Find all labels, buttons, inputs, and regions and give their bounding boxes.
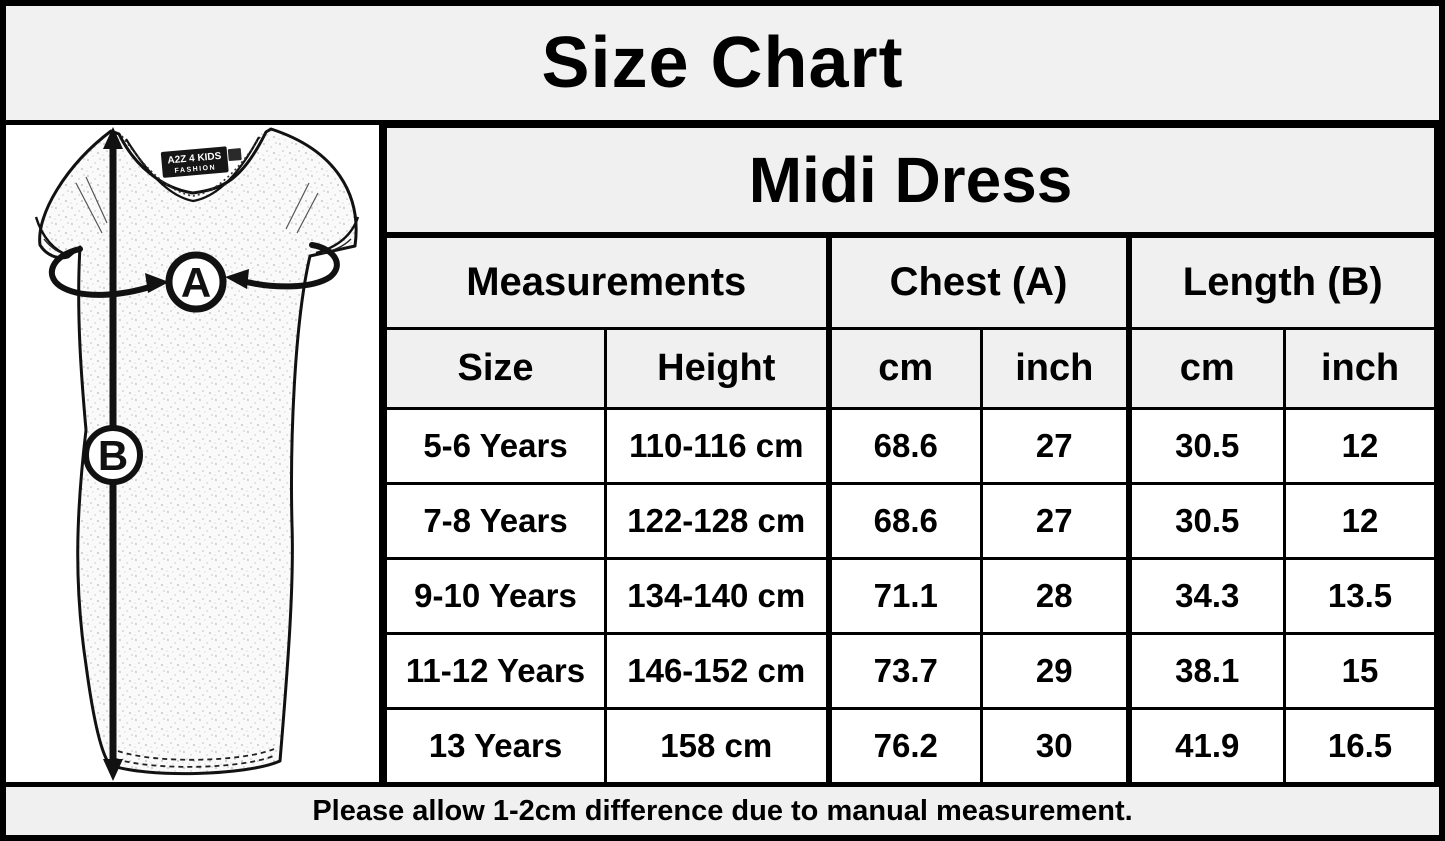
subheader-chest-cm: cm [825,327,983,410]
cell-chest-inch: 27 [980,482,1130,560]
header-chest: Chest (A) [825,233,1130,330]
neck-tag-line2: FASHION [174,164,216,175]
cell-size: 5-6 Years [384,407,607,485]
cell-chest-inch: 27 [980,407,1130,485]
product-header: Midi Dress [383,125,1438,238]
chest-arrow-icon: A [48,242,340,313]
subheader-chest-inch: inch [980,327,1130,410]
table-row: 9-10 Years 134-140 cm 71.1 28 34.3 13.5 [384,557,1438,635]
label-b: B [98,432,128,479]
cell-size: 9-10 Years [384,557,607,635]
table-row: 5-6 Years 110-116 cm 68.6 27 30.5 12 [384,407,1438,485]
subheader-length-cm: cm [1125,327,1286,410]
cell-height: 158 cm [604,707,830,785]
subheader-size: Size [384,327,607,410]
cell-length-inch: 12 [1282,482,1438,560]
footer-note: Please allow 1-2cm difference due to man… [6,787,1439,835]
cell-height: 146-152 cm [604,632,830,710]
cell-height: 110-116 cm [604,407,830,485]
cell-length-inch: 15 [1282,632,1438,710]
cell-size: 13 Years [384,707,607,785]
dress-panel: A2Z 4 KIDS FASHION B [6,125,384,782]
cell-length-cm: 38.1 [1125,632,1286,710]
table-row: 7-8 Years 122-128 cm 68.6 27 30.5 12 [384,482,1438,560]
main-area: A2Z 4 KIDS FASHION B [6,125,1439,785]
dress-illustration: A2Z 4 KIDS FASHION B [34,127,360,781]
header-length: Length (B) [1125,233,1438,330]
cell-chest-cm: 68.6 [825,482,983,560]
table-row: 13 Years 158 cm 76.2 30 41.9 16.5 [384,707,1438,785]
cell-chest-inch: 30 [980,707,1130,785]
cell-length-inch: 12 [1282,407,1438,485]
cell-height: 122-128 cm [604,482,830,560]
page-title: Size Chart [6,6,1439,120]
length-arrow-icon: B [83,127,143,781]
label-a: A [181,259,211,306]
cell-size: 7-8 Years [384,482,607,560]
cell-chest-inch: 29 [980,632,1130,710]
divider [6,120,1439,125]
cell-height: 134-140 cm [604,557,830,635]
header-measurements: Measurements [384,233,830,330]
size-table-wrap: Midi Dress Measurements Chest (A) Length… [383,125,1438,785]
cell-length-cm: 30.5 [1125,407,1286,485]
cell-chest-cm: 71.1 [825,557,983,635]
cell-length-inch: 16.5 [1282,707,1438,785]
divider [6,782,1439,787]
table-row: 11-12 Years 146-152 cm 73.7 29 38.1 15 [384,632,1438,710]
brand-neck-tag: A2Z 4 KIDS FASHION [160,146,242,178]
cell-size: 11-12 Years [384,632,607,710]
neck-tag-line1: A2Z 4 KIDS [167,151,222,167]
cell-length-cm: 30.5 [1125,482,1286,560]
cell-chest-cm: 68.6 [825,407,983,485]
size-table: Midi Dress Measurements Chest (A) Length… [383,125,1438,785]
cell-length-inch: 13.5 [1282,557,1438,635]
cell-length-cm: 34.3 [1125,557,1286,635]
subheader-height: Height [604,327,830,410]
cell-length-cm: 41.9 [1125,707,1286,785]
cell-chest-cm: 73.7 [825,632,983,710]
cell-chest-inch: 28 [980,557,1130,635]
cell-chest-cm: 76.2 [825,707,983,785]
dress-body-shape [34,127,360,776]
subheader-length-inch: inch [1282,327,1438,410]
